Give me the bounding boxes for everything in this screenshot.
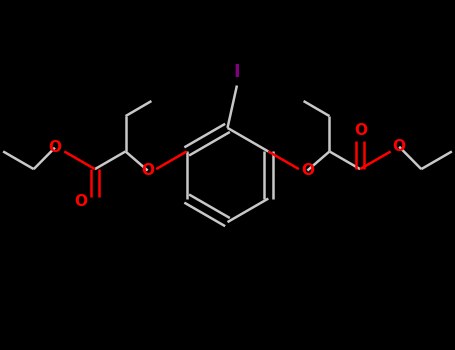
Text: I: I	[233, 63, 240, 81]
Text: O: O	[354, 123, 368, 138]
Text: O: O	[393, 139, 406, 154]
Text: O: O	[301, 163, 314, 178]
Text: O: O	[48, 140, 61, 155]
Text: O: O	[141, 163, 154, 178]
Text: O: O	[74, 194, 87, 209]
